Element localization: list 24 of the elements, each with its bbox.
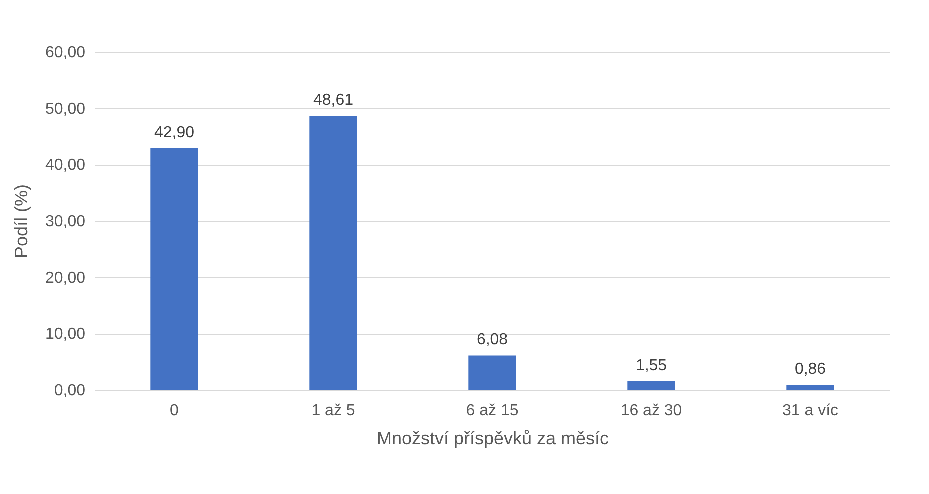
data-label: 42,90 [154, 124, 195, 142]
x-tick-label: 16 až 30 [620, 402, 682, 420]
y-axis-title: Podíl (%) [11, 184, 32, 259]
y-tick-label: 60,00 [45, 44, 86, 62]
data-label: 48,61 [313, 92, 354, 110]
x-axis-title: Množství příspěvků za měsíc [376, 428, 610, 448]
x-tick-label: 31 a víc [782, 402, 839, 420]
y-tick-label: 30,00 [45, 214, 86, 230]
y-tick-label: 20,00 [45, 270, 86, 287]
x-tick-label: 0 [170, 402, 180, 420]
data-label: 1,55 [636, 357, 668, 374]
x-tick-label: 6 až 15 [466, 402, 519, 420]
bar [468, 356, 516, 390]
bar [310, 116, 358, 390]
x-tick-label: 1 až 5 [312, 402, 356, 420]
y-tick-label: 10,00 [45, 326, 86, 344]
bar [150, 148, 198, 390]
bar [786, 385, 834, 390]
data-label: 0,86 [794, 361, 826, 378]
y-tick-label: 0,00 [54, 382, 86, 400]
y-tick-label: 50,00 [45, 100, 86, 118]
bar [628, 381, 676, 390]
data-label: 6,08 [476, 332, 508, 349]
y-tick-label: 40,00 [45, 157, 86, 174]
